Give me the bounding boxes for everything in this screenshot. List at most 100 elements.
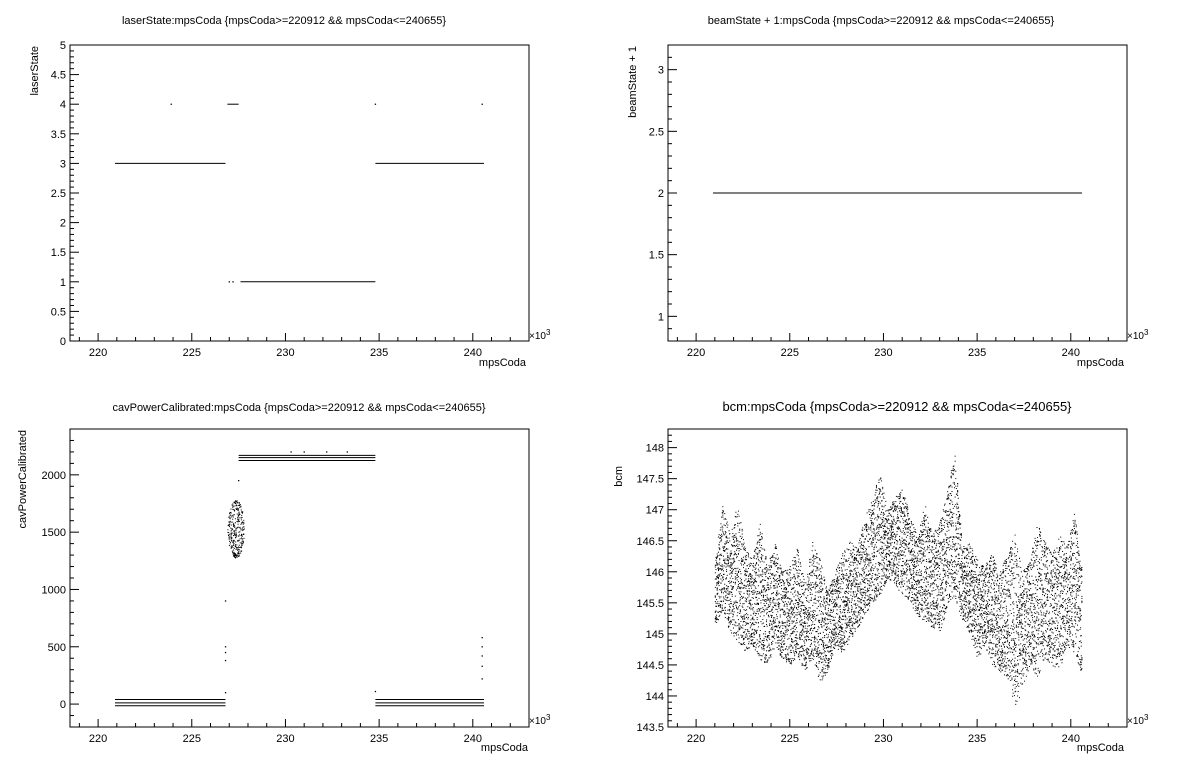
band-point [891,574,893,576]
band-point [796,570,798,572]
band-point [820,585,822,587]
band-point [714,600,716,602]
band-point [811,575,813,577]
band-point [828,604,830,606]
band-point [736,579,738,581]
band-point [835,603,837,605]
band-point [864,581,866,583]
band-point [837,597,839,599]
band-point [764,574,766,576]
band-point [824,598,826,600]
band-point [771,624,773,626]
band-point [766,607,768,609]
band-point [865,525,867,527]
band-point [812,658,814,660]
band-point [803,658,805,660]
cluster-point [230,537,232,539]
band-point [773,574,775,576]
band-point [715,556,717,558]
band-point [830,593,832,595]
cluster-point [240,550,242,552]
band-point [717,536,719,538]
band-point [785,587,787,589]
band-point [754,586,756,588]
band-point [731,564,733,566]
band-point [735,622,737,624]
band-point [877,590,879,592]
band-point [772,635,774,637]
band-point [814,627,816,629]
band-point [791,610,793,612]
band-point [824,660,826,662]
band-point [896,553,898,555]
band-point [772,592,774,594]
band-point [745,578,747,580]
band-point [773,631,775,633]
cluster-point [231,539,233,541]
band-point [829,650,831,652]
cluster-point [231,521,233,523]
band-point [797,609,799,611]
band-point [714,596,716,598]
band-point [791,612,793,614]
band-point [781,622,783,624]
band-point [772,555,774,557]
band-point [772,622,774,624]
band-point [723,565,725,567]
band-point [871,505,873,507]
band-point [887,520,889,522]
band-point [776,547,778,549]
band-point [745,636,747,638]
band-point [764,587,766,589]
band-point [880,480,882,482]
band-point [848,623,850,625]
cluster-point [240,528,242,530]
band-point [887,538,889,540]
band-point [776,580,778,582]
band-point [844,590,846,592]
band-point [839,625,841,627]
band-point [844,649,846,651]
band-point [744,609,746,611]
band-point [806,608,808,610]
band-point [807,610,809,612]
band-point [882,578,884,580]
band-point [811,572,813,574]
band-point [801,651,803,653]
band-point [759,591,761,593]
band-point [834,584,836,586]
band-point [899,546,901,548]
band-point [727,555,729,557]
band-point [752,624,754,626]
band-point [848,566,850,568]
band-point [846,640,848,642]
y-tick-label: 0 [60,336,66,348]
band-point [742,618,744,620]
band-point [904,573,906,575]
band-point [725,590,727,592]
cluster-point [242,511,244,513]
band-point [724,607,726,609]
band-point [898,558,900,560]
band-point [824,654,826,656]
band-point [753,592,755,594]
band-point [842,638,844,640]
band-point [797,575,799,577]
band-point [716,556,718,558]
band-point [776,591,778,593]
band-point [767,635,769,637]
band-point [737,571,739,573]
band-point [894,524,896,526]
band-point [757,622,759,624]
band-point [904,562,906,564]
band-point [899,547,901,549]
band-point [832,634,834,636]
band-point [899,495,901,497]
band-point [732,536,734,538]
band-point [759,608,761,610]
band-point [879,478,881,480]
band-point [848,557,850,559]
band-point [727,548,729,550]
band-point [875,593,877,595]
